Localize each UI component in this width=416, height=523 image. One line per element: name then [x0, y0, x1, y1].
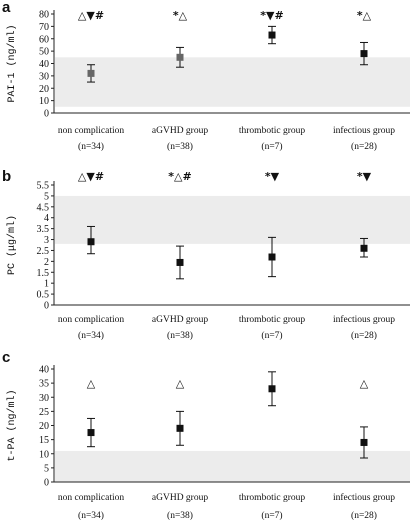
significance-marker: △	[87, 377, 96, 390]
category-label: thrombotic group	[239, 126, 305, 136]
category-count: (n=28)	[351, 141, 377, 152]
y-tick-label: 0	[44, 301, 49, 312]
y-tick-label: 4	[44, 213, 49, 224]
y-tick-label: 15	[39, 435, 49, 446]
y-axis-label: t-PA (ng/ml)	[6, 389, 18, 461]
mean-marker	[87, 429, 95, 437]
y-axis-label: PAI-1 (ng/ml)	[6, 24, 18, 102]
y-tick-label: 5.5	[37, 181, 50, 192]
panel-letter: b	[2, 168, 11, 185]
y-tick-label: 35	[39, 379, 49, 390]
category-label: infectious group	[333, 314, 395, 325]
y-tick-label: 40	[39, 365, 49, 376]
category-label: aGVHD group	[152, 493, 208, 503]
y-tick-label: 2	[44, 257, 49, 268]
category-label: infectious group	[333, 492, 395, 503]
category-count: (n=28)	[351, 510, 377, 521]
mean-marker	[87, 69, 95, 77]
mean-marker	[268, 385, 276, 393]
category-label: non complication	[58, 126, 124, 136]
mean-marker	[360, 50, 368, 58]
panel-letter: c	[2, 349, 10, 366]
category-count: (n=38)	[167, 141, 193, 152]
y-tick-label: 30	[39, 71, 49, 82]
y-tick-label: 0.5	[37, 290, 50, 301]
significance-marker: *△	[173, 9, 188, 22]
category-label: non complication	[58, 493, 124, 503]
y-tick-label: 10	[39, 449, 49, 460]
significance-marker: △▼#	[78, 9, 104, 22]
y-tick-label: 4.5	[37, 202, 50, 213]
category-count: (n=7)	[261, 330, 282, 341]
reference-band	[55, 195, 410, 244]
y-tick-label: 20	[39, 84, 49, 95]
category-count: (n=34)	[78, 330, 104, 341]
category-label: thrombotic group	[239, 493, 305, 503]
significance-marker: *△	[357, 9, 372, 22]
y-tick-label: 3	[44, 235, 49, 246]
significance-marker: *▼	[265, 170, 280, 183]
y-tick-label: 40	[39, 59, 49, 70]
y-tick-label: 60	[39, 34, 49, 45]
category-label: aGVHD group	[152, 315, 208, 325]
y-tick-label: 0	[44, 478, 49, 489]
category-count: (n=7)	[261, 510, 282, 521]
category-label: aGVHD group	[152, 126, 208, 136]
y-tick-label: 3.5	[37, 224, 50, 235]
y-tick-label: 80	[39, 10, 49, 21]
category-count: (n=7)	[261, 141, 282, 152]
category-count: (n=38)	[167, 330, 193, 341]
category-count: (n=28)	[351, 330, 377, 341]
significance-marker: △	[176, 377, 185, 390]
significance-marker: *△#	[168, 170, 191, 183]
y-tick-label: 0	[44, 109, 49, 120]
significance-marker: *▼#	[260, 9, 283, 22]
y-tick-label: 70	[39, 22, 49, 33]
y-tick-label: 20	[39, 421, 49, 432]
category-label: non complication	[58, 315, 124, 325]
panel-b: b 00.511.522.533.544.555.5 PC (μg/ml) △▼# *△…	[2, 168, 410, 341]
y-tick-label: 25	[39, 407, 49, 418]
mean-marker	[360, 438, 368, 446]
y-axis-label: PC (μg/ml)	[6, 215, 18, 275]
category-count: (n=34)	[78, 510, 104, 521]
mean-marker	[176, 53, 184, 61]
mean-marker	[87, 238, 95, 246]
y-tick-label: 2.5	[37, 246, 50, 257]
significance-marker: △▼#	[78, 170, 104, 183]
y-tick-label: 50	[39, 47, 49, 58]
reference-band	[55, 57, 410, 107]
y-tick-label: 30	[39, 393, 49, 404]
mean-marker	[176, 424, 184, 432]
category-label: thrombotic group	[239, 315, 305, 325]
category-label: infectious group	[333, 125, 395, 136]
panel-c: c 0 5 10 15 20 25 30 35 40 t-PA (ng/ml) △ △ △ non comp…	[2, 349, 410, 521]
mean-marker	[268, 253, 276, 261]
mean-marker	[176, 258, 184, 266]
y-tick-label: 1.5	[37, 268, 50, 279]
category-count: (n=38)	[167, 510, 193, 521]
category-count: (n=34)	[78, 141, 104, 152]
y-tick-label: 5	[44, 463, 49, 474]
reference-band	[55, 450, 410, 482]
mean-marker	[268, 31, 276, 39]
y-tick-label: 10	[39, 96, 49, 107]
y-tick-label: 5	[44, 191, 49, 202]
significance-marker: △	[360, 377, 369, 390]
panel-letter: a	[2, 0, 11, 16]
mean-marker	[360, 244, 368, 252]
significance-marker: *▼	[357, 170, 372, 183]
y-tick-label: 1	[44, 279, 49, 290]
